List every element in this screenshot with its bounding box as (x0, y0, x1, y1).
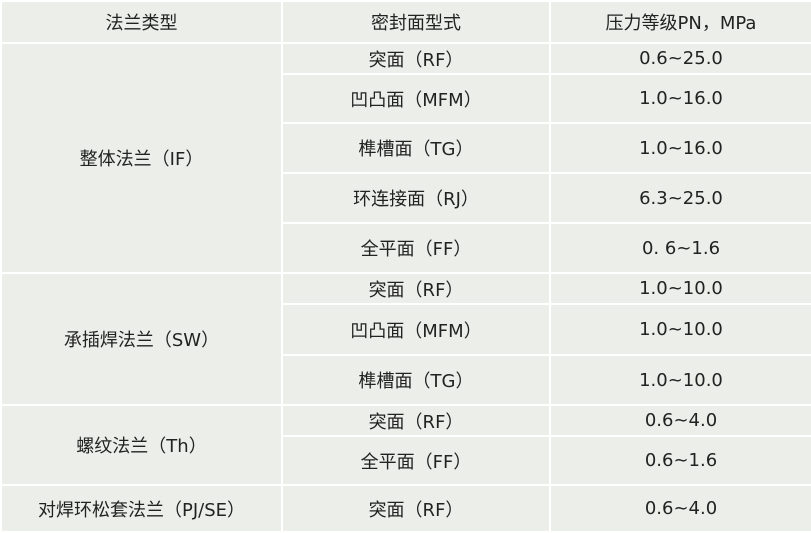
pressure-cell: 1.0~10.0 (549, 354, 811, 406)
table-row: 全平面（FF） 0.6~1.6 (1, 435, 811, 486)
table-row: 凹凸面（MFM） 1.0~10.0 (1, 303, 811, 356)
flange-type-cell: 对焊环松套法兰（PJ/SE） (0, 484, 283, 533)
pressure-cell: 0.6~4.0 (549, 404, 811, 437)
pressure-cell: 1.0~16.0 (549, 122, 811, 174)
table-row: 环连接面（RJ） 6.3~25.0 (1, 172, 811, 224)
header-sealing-face: 密封面型式 (281, 0, 551, 44)
pressure-cell: 0.6~25.0 (549, 42, 811, 75)
flange-type-cell: 承插焊法兰（SW） (0, 272, 283, 406)
table-row: 对焊环松套法兰（PJ/SE） 突面（RF） 0.6~4.0 (0, 484, 811, 533)
sealing-face-cell: 榫槽面（TG） (281, 354, 551, 406)
pressure-cell: 6.3~25.0 (549, 172, 811, 224)
sealing-face-cell: 全平面（FF） (281, 435, 551, 486)
sealing-face-cell: 凹凸面（MFM） (281, 73, 551, 124)
sealing-face-cell: 全平面（FF） (281, 222, 551, 274)
table-row: 螺纹法兰（Th） 突面（RF） 0.6~4.0 (0, 404, 811, 486)
sealing-face-cell: 突面（RF） (281, 42, 551, 75)
table-row: 榫槽面（TG） 1.0~10.0 (1, 354, 811, 406)
header-pressure: 压力等级PN，MPa (549, 0, 811, 44)
header-flange-type: 法兰类型 (0, 0, 283, 44)
sealing-face-cell: 突面（RF） (281, 404, 551, 437)
sealing-face-cell: 突面（RF） (281, 484, 551, 533)
sealing-face-cell: 突面（RF） (281, 272, 551, 305)
sealing-face-cell: 榫槽面（TG） (281, 122, 551, 174)
sealing-face-cell: 凹凸面（MFM） (281, 303, 551, 356)
pressure-cell: 0. 6~1.6 (549, 222, 811, 274)
pressure-cell: 0.6~4.0 (549, 484, 811, 533)
table-row: 整体法兰（IF） 突面（RF） 0.6~25.0 (0, 42, 811, 274)
table-row: 榫槽面（TG） 1.0~16.0 (1, 122, 811, 174)
flange-type-cell: 整体法兰（IF） (0, 42, 283, 274)
pressure-cell: 1.0~16.0 (549, 73, 811, 124)
table-row: 全平面（FF） 0. 6~1.6 (1, 222, 811, 274)
pressure-cell: 1.0~10.0 (549, 303, 811, 356)
header-row: 法兰类型 密封面型式 压力等级PN，MPa (0, 0, 811, 44)
pressure-cell: 0.6~1.6 (549, 435, 811, 486)
flange-type-cell: 螺纹法兰（Th） (0, 404, 283, 486)
table-row: 承插焊法兰（SW） 突面（RF） 1.0~10.0 (0, 272, 811, 406)
sealing-face-cell: 环连接面（RJ） (281, 172, 551, 224)
pressure-cell: 1.0~10.0 (549, 272, 811, 305)
